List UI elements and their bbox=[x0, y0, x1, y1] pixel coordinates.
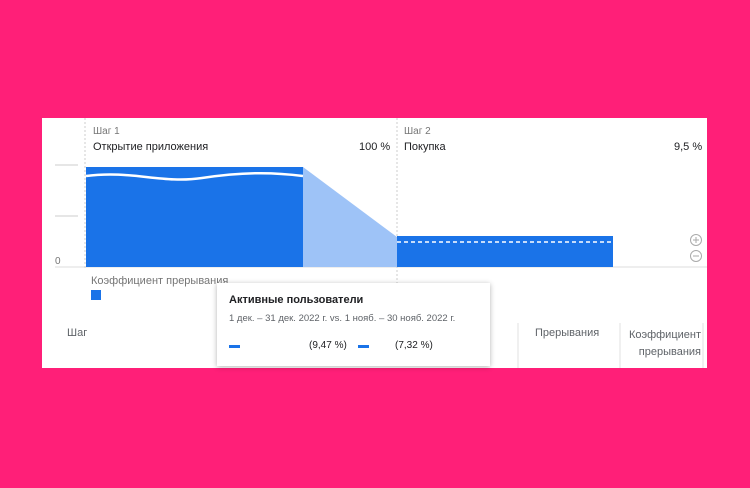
zoom-in[interactable] bbox=[690, 234, 702, 246]
funnel-chart bbox=[55, 118, 707, 368]
step-bar bbox=[86, 167, 303, 267]
step-name: Открытие приложения bbox=[93, 141, 209, 153]
series-swatch bbox=[358, 345, 369, 348]
legend-label: Коэффициент прерывания bbox=[91, 275, 229, 287]
step-label: Шаг 2 bbox=[404, 126, 431, 137]
dropoff-area bbox=[303, 167, 397, 267]
series-swatch bbox=[229, 345, 240, 348]
zoom-in-icon bbox=[693, 237, 699, 243]
table-header[interactable]: Прерывания bbox=[535, 327, 600, 339]
table-header[interactable]: Шаг bbox=[67, 327, 88, 339]
tooltip-value: (9,47 %) bbox=[309, 340, 347, 351]
legend-swatch bbox=[91, 290, 101, 300]
step-value: 100 % bbox=[359, 141, 391, 153]
tooltip: Активные пользователи 1 дек. – 31 дек. 2… bbox=[217, 283, 490, 366]
step-name: Покупка bbox=[404, 141, 446, 153]
tooltip-value: (7,32 %) bbox=[395, 340, 433, 351]
tooltip-title: Активные пользователи bbox=[229, 294, 364, 306]
step-value: 9,5 % bbox=[674, 141, 703, 153]
tooltip-dates: 1 дек. – 31 дек. 2022 г. vs. 1 нояб. – 3… bbox=[229, 313, 456, 324]
step-label: Шаг 1 bbox=[93, 126, 120, 137]
comparison-line bbox=[85, 171, 304, 181]
step-bar bbox=[397, 236, 613, 267]
zoom-out[interactable] bbox=[690, 250, 702, 262]
axis-label: 0 bbox=[55, 256, 61, 267]
table-header[interactable]: Коэффициент прерывания bbox=[628, 329, 701, 358]
